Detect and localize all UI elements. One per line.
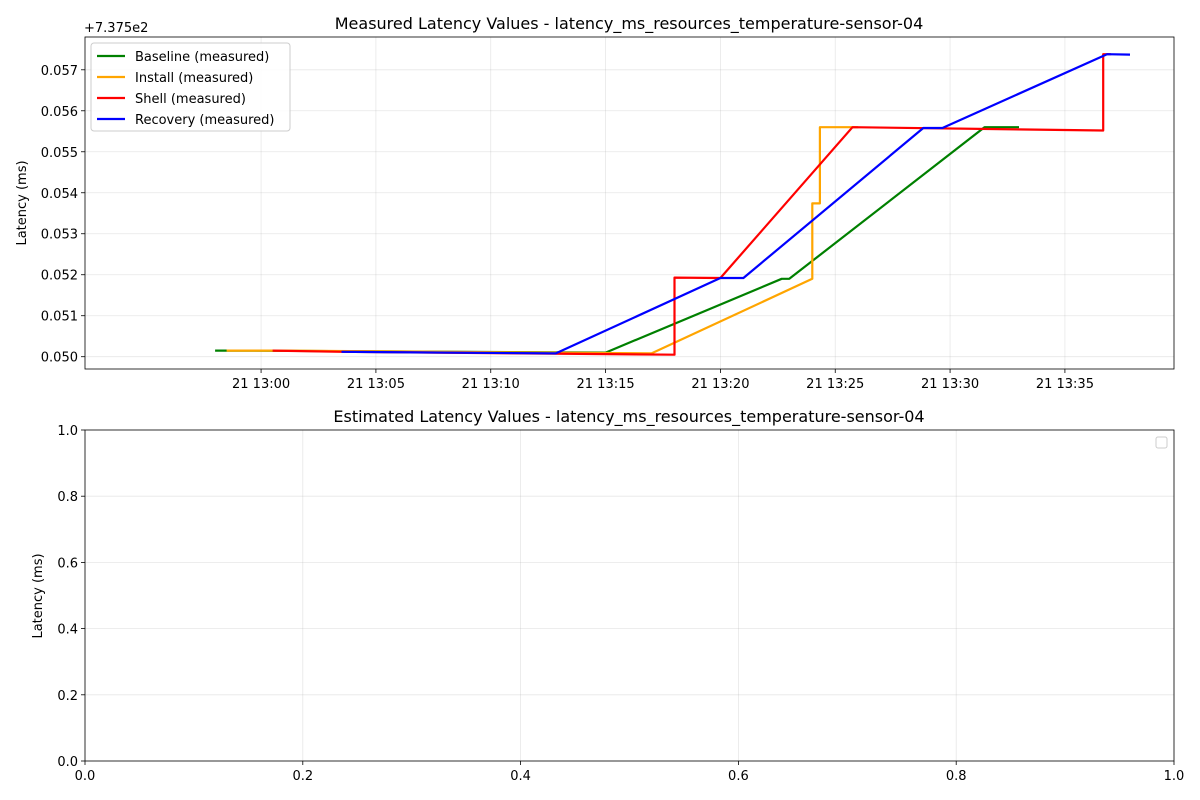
measured-x-tick-label: 21 13:20 bbox=[691, 377, 749, 392]
measured-plot-frame bbox=[84, 36, 1175, 370]
estimated-x-tick-label: 0.4 bbox=[510, 769, 531, 784]
estimated-x-tick-label: 0.8 bbox=[946, 769, 967, 784]
measured-x-tick-label: 21 13:30 bbox=[921, 377, 979, 392]
measured-grid bbox=[85, 37, 1174, 369]
estimated-y-tick-label: 0.0 bbox=[57, 755, 78, 770]
estimated-x-tick-label: 0.0 bbox=[75, 769, 96, 784]
measured-x-tick-label: 21 13:10 bbox=[462, 377, 520, 392]
measured-y-tick-label: 0.053 bbox=[41, 228, 78, 243]
measured-x-ticks: 21 13:00 21 13:05 21 13:10 21 13:15 21 13:20… bbox=[232, 369, 1094, 392]
estimated-y-tick-label: 0.2 bbox=[57, 689, 78, 704]
y-offset-label: +7.375e2 bbox=[84, 21, 148, 36]
measured-x-tick-label: 21 13:25 bbox=[806, 377, 864, 392]
measured-y-tick-label: 0.054 bbox=[41, 187, 78, 202]
estimated-y-ticks: 0.0 0.2 0.4 0.6 0.8 1.0 bbox=[57, 424, 85, 770]
measured-y-tick-label: 0.057 bbox=[41, 64, 78, 79]
measured-y-tick-label: 0.056 bbox=[41, 105, 78, 120]
measured-y-tick-label: 0.052 bbox=[41, 269, 78, 284]
measured-y-tick-label: 0.051 bbox=[41, 310, 78, 325]
measured-legend: Baseline (measured) Install (measured) S… bbox=[90, 42, 291, 132]
estimated-x-tick-label: 0.2 bbox=[292, 769, 313, 784]
measured-y-tick-label: 0.055 bbox=[41, 146, 78, 161]
measured-chart-title: Measured Latency Values - latency_ms_res… bbox=[335, 14, 924, 34]
series-line-recovery bbox=[341, 53, 1131, 355]
estimated-plot-frame bbox=[84, 429, 1175, 762]
measured-y-axis-label: Latency (ms) bbox=[15, 160, 30, 245]
estimated-y-tick-label: 0.4 bbox=[57, 623, 78, 638]
empty-legend-box bbox=[1155, 436, 1168, 449]
measured-series-lines bbox=[215, 53, 1131, 356]
estimated-chart-title: Estimated Latency Values - latency_ms_re… bbox=[333, 407, 924, 427]
estimated-latency-chart: Estimated Latency Values - latency_ms_re… bbox=[31, 407, 1184, 784]
estimated-x-tick-label: 0.6 bbox=[728, 769, 749, 784]
estimated-y-tick-label: 1.0 bbox=[57, 424, 78, 439]
estimated-y-tick-label: 0.6 bbox=[57, 556, 78, 571]
legend-label-install: Install (measured) bbox=[135, 71, 253, 86]
legend-label-baseline: Baseline (measured) bbox=[135, 50, 269, 65]
legend-label-shell: Shell (measured) bbox=[135, 92, 246, 107]
measured-y-tick-label: 0.050 bbox=[41, 351, 78, 366]
estimated-y-tick-label: 0.8 bbox=[57, 490, 78, 505]
legend-label-recovery: Recovery (measured) bbox=[135, 113, 275, 128]
measured-x-tick-label: 21 13:05 bbox=[347, 377, 405, 392]
measured-x-tick-label: 21 13:15 bbox=[577, 377, 635, 392]
measured-x-tick-label: 21 13:00 bbox=[232, 377, 290, 392]
measured-x-tick-label: 21 13:35 bbox=[1036, 377, 1094, 392]
estimated-x-ticks: 0.0 0.2 0.4 0.6 0.8 1.0 bbox=[75, 761, 1185, 784]
measured-latency-chart: Measured Latency Values - latency_ms_res… bbox=[15, 14, 1175, 392]
estimated-x-tick-label: 1.0 bbox=[1164, 769, 1185, 784]
legend-box bbox=[90, 42, 291, 132]
estimated-y-axis-label: Latency (ms) bbox=[31, 553, 46, 638]
measured-y-ticks: 0.050 0.051 0.052 0.053 0.054 0.055 0.056 0.057 bbox=[41, 64, 85, 366]
